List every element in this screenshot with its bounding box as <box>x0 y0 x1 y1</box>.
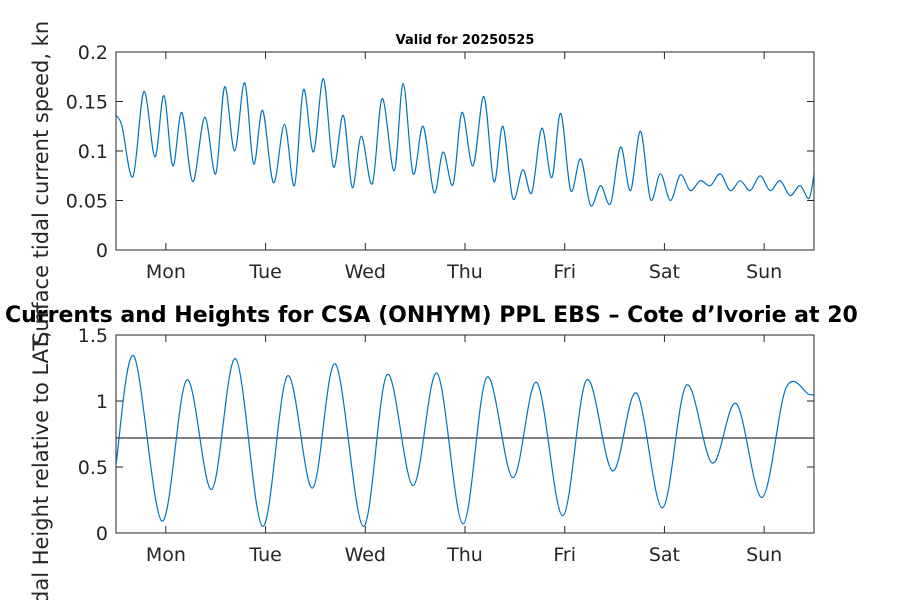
current-speed-y-tick-label: 0.1 <box>78 141 108 163</box>
current-speed-plot-area <box>115 51 815 251</box>
current-speed-x-tick-label: Fri <box>553 261 576 283</box>
tidal-height-x-tick-label: Mon <box>146 544 186 566</box>
tidal-height-y-tick-label: 0 <box>96 523 108 545</box>
tidal-height-title: Currents and Heights for CSA (ONHYM) PPL… <box>5 303 858 328</box>
tidal-height-axes: 0 0.5 1 1.5 Mon Tue Wed Thu Fri Sat Sun Currents … <box>5 303 858 600</box>
tidal-height-x-tick-label: Sat <box>649 544 680 566</box>
current-speed-x-tick-label: Sun <box>746 261 782 283</box>
tidal-height-y-tick-label: 0.5 <box>78 457 108 479</box>
tidal-height-x-tick-label: Sun <box>746 544 782 566</box>
tidal-height-plot-area <box>115 334 815 534</box>
current-speed-x-tick-label: Tue <box>248 261 281 283</box>
current-speed-y-axis-label: Surface tidal current speed, kn <box>29 21 53 345</box>
tidal-height-x-tick-label: Thu <box>446 544 483 566</box>
tidal-height-y-axis-label: Tidal Height relative to LAT, m <box>29 304 53 600</box>
tidal-height-x-ticks: Mon Tue Wed Thu Fri Sat Sun <box>146 335 782 566</box>
tidal-height-y-tick-label: 1.5 <box>78 325 108 347</box>
tidal-height-y-ticks: 0 0.5 1 1.5 <box>78 325 814 545</box>
current-speed-series-line <box>116 78 814 207</box>
current-speed-x-tick-label: Wed <box>345 261 386 283</box>
tidal-height-x-tick-label: Tue <box>248 544 281 566</box>
current-speed-x-tick-label: Sat <box>649 261 680 283</box>
current-speed-y-tick-label: 0 <box>96 240 108 262</box>
current-speed-y-tick-label: 0.15 <box>66 92 108 114</box>
tidal-height-y-tick-label: 1 <box>96 391 108 413</box>
tidal-height-series-line <box>116 355 814 528</box>
current-speed-title: Valid for 20250525 <box>396 33 535 48</box>
current-speed-y-tick-label: 0.05 <box>66 191 108 213</box>
current-speed-x-ticks: Mon Tue Wed Thu Fri Sat Sun <box>146 52 782 283</box>
current-speed-y-ticks: 0 0.05 0.1 0.15 0.2 <box>66 42 814 262</box>
current-speed-x-tick-label: Thu <box>446 261 483 283</box>
current-speed-x-tick-label: Mon <box>146 261 186 283</box>
current-speed-axes: 0 0.05 0.1 0.15 0.2 Mon Tue Wed Thu Fri Sat Sun Va… <box>29 21 815 345</box>
tidal-height-x-tick-label: Fri <box>553 544 576 566</box>
tidal-height-x-tick-label: Wed <box>345 544 386 566</box>
current-speed-y-tick-label: 0.2 <box>78 42 108 64</box>
